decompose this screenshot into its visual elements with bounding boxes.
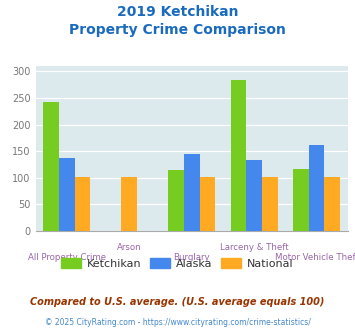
- Bar: [59, 157, 75, 231]
- Bar: [43, 102, 59, 231]
- Legend: Ketchikan, Alaska, National: Ketchikan, Alaska, National: [57, 254, 298, 273]
- Bar: [324, 177, 340, 231]
- Text: Property Crime Comparison: Property Crime Comparison: [69, 23, 286, 37]
- Bar: [168, 170, 184, 231]
- Bar: [246, 160, 262, 231]
- Text: Burglary: Burglary: [173, 253, 210, 262]
- Text: Motor Vehicle Theft: Motor Vehicle Theft: [275, 253, 355, 262]
- Text: Compared to U.S. average. (U.S. average equals 100): Compared to U.S. average. (U.S. average …: [30, 297, 325, 307]
- Bar: [184, 154, 200, 231]
- Text: © 2025 CityRating.com - https://www.cityrating.com/crime-statistics/: © 2025 CityRating.com - https://www.city…: [45, 318, 310, 327]
- Bar: [200, 177, 215, 231]
- Bar: [121, 177, 137, 231]
- Text: Larceny & Theft: Larceny & Theft: [220, 243, 289, 252]
- Bar: [309, 145, 324, 231]
- Bar: [231, 80, 246, 231]
- Bar: [75, 177, 90, 231]
- Bar: [293, 169, 309, 231]
- Bar: [262, 177, 278, 231]
- Text: Arson: Arson: [117, 243, 142, 252]
- Text: All Property Crime: All Property Crime: [28, 253, 106, 262]
- Text: 2019 Ketchikan: 2019 Ketchikan: [117, 5, 238, 19]
